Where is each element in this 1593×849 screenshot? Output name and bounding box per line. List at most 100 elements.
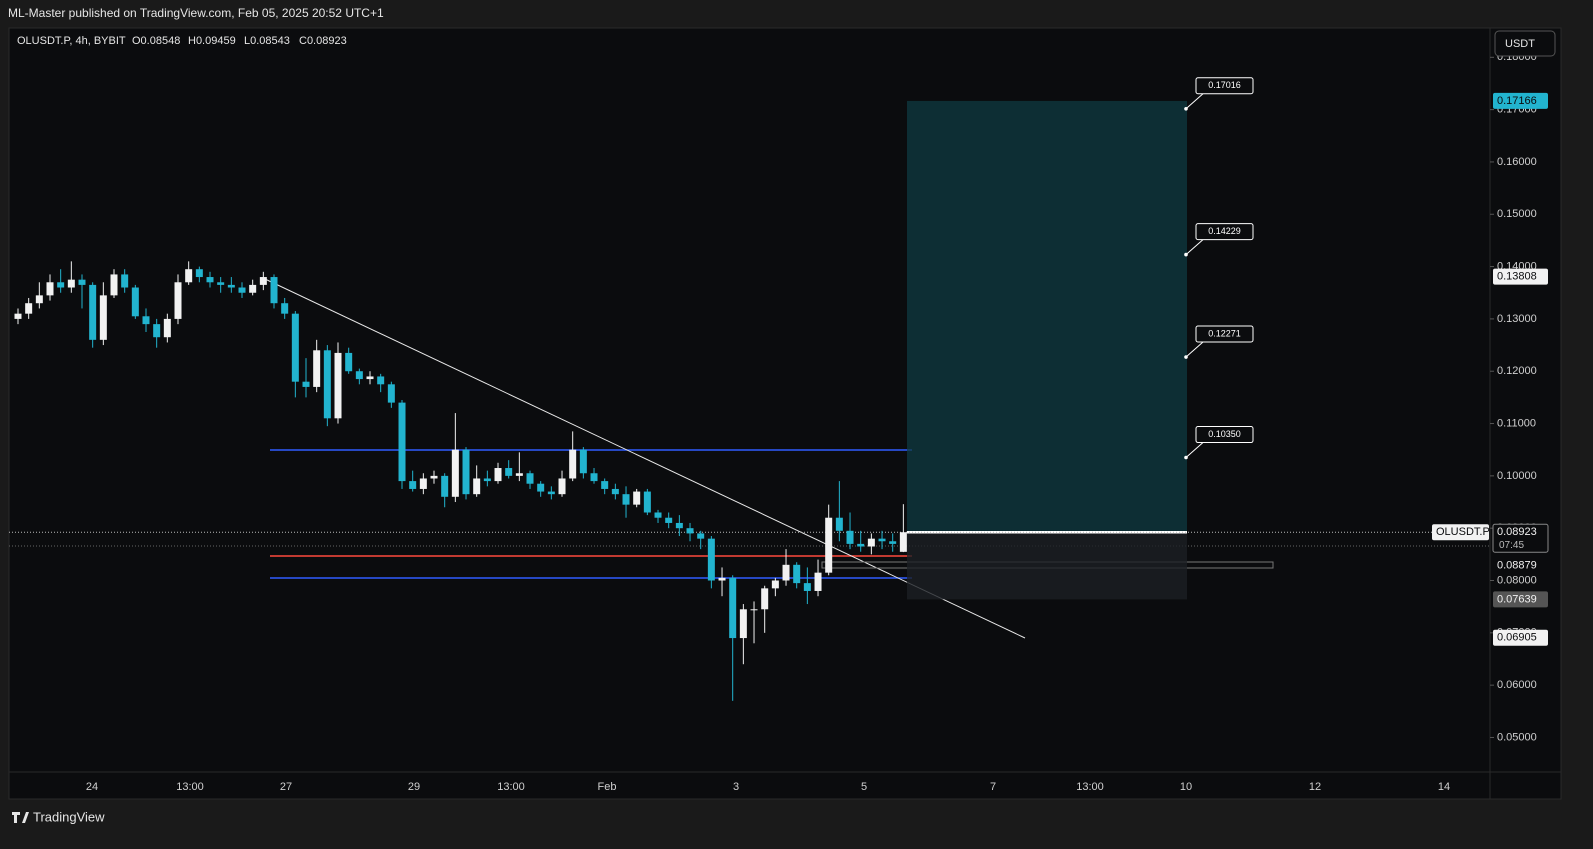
candle-body [345, 352, 353, 372]
candle-body [729, 577, 737, 639]
target-label: 0.10350 [1208, 429, 1241, 439]
target-label-box [1195, 426, 1254, 444]
candle-body [270, 277, 278, 304]
candle-body [451, 449, 459, 497]
candle-body [78, 279, 86, 285]
target-callout [1185, 239, 1204, 255]
candle-body [771, 580, 779, 589]
legend-close: C0.08923 [299, 35, 347, 47]
candle-body [515, 473, 523, 476]
candle-body [153, 324, 161, 338]
candle-body [558, 478, 566, 495]
x-tick-label: 10 [1180, 781, 1192, 793]
candle-body [323, 350, 331, 419]
candle-body [174, 282, 182, 319]
price-marker-label: 0.07639 [1497, 593, 1537, 605]
price-marker-label: 0.17166 [1497, 95, 1537, 107]
price-marker-box [1493, 591, 1548, 608]
candle-body [825, 517, 833, 573]
candle-body [622, 494, 630, 505]
target-label: 0.12271 [1208, 328, 1241, 338]
legend-low: L0.08543 [244, 35, 290, 47]
candle-body [291, 313, 299, 382]
candle-body [217, 282, 225, 285]
candle-body [163, 318, 171, 338]
y-tick-label: 0.13000 [1497, 313, 1537, 325]
candle-body [654, 512, 662, 518]
candle-body [707, 538, 715, 581]
y-tick-label: 0.15000 [1497, 208, 1537, 220]
candle-body [686, 528, 694, 534]
candle-body [601, 481, 609, 489]
y-tick-label: 0.08000 [1497, 574, 1537, 586]
candle-body [57, 282, 65, 288]
currency-button [1494, 30, 1556, 57]
last-price-symbol-box [1432, 524, 1489, 541]
currency-label: USDT [1505, 38, 1535, 50]
tv-logo: TradingView [12, 809, 105, 824]
x-tick-label: 3 [733, 781, 739, 793]
candle-body [302, 381, 310, 387]
candle-body [526, 473, 534, 484]
x-tick-label: 13:00 [176, 781, 204, 793]
candle-body [782, 564, 790, 581]
last-price-symbol: OLUSDT.P [1436, 526, 1490, 538]
x-tick-label: 14 [1438, 781, 1450, 793]
x-tick-label: 29 [408, 781, 420, 793]
legend-symbol: OLUSDT.P, 4h, BYBIT [17, 35, 126, 47]
candle-body [334, 352, 342, 419]
candle-body [195, 269, 203, 278]
candle-body [718, 577, 726, 581]
candle-body [761, 588, 769, 610]
candle-body [867, 538, 875, 547]
candle-body [366, 376, 374, 380]
x-tick-label: 27 [280, 781, 292, 793]
candle-body [857, 543, 865, 547]
price-marker-box [1493, 629, 1548, 646]
candle-body [121, 274, 129, 288]
price-marker-label: 0.13808 [1497, 271, 1537, 283]
candle-body [14, 313, 22, 319]
y-tick-label: 0.06000 [1497, 679, 1537, 691]
candle-body [206, 277, 214, 283]
candle-body [409, 481, 417, 489]
candle-body [142, 316, 150, 325]
candle-body [814, 572, 822, 591]
logo-mark [12, 812, 29, 823]
y-tick-label: 0.16000 [1497, 156, 1537, 168]
candle-body [590, 473, 598, 482]
candle-body [547, 491, 555, 495]
last-price-box [1492, 523, 1549, 553]
candle-body [46, 282, 54, 296]
candle-body [377, 376, 385, 385]
candle-body [505, 468, 513, 476]
price-marker-box [1493, 92, 1548, 109]
candle-body [750, 609, 758, 611]
candle-body [131, 287, 139, 317]
price-marker-label: 0.06905 [1497, 632, 1537, 644]
candle-body [398, 402, 406, 482]
target-callout [1185, 442, 1204, 458]
y-tick-label: 0.05000 [1497, 731, 1537, 743]
price-marker-label: 0.08879 [1497, 559, 1537, 571]
x-tick-label: 13:00 [497, 781, 525, 793]
candle-body [430, 475, 438, 479]
candle-body [611, 488, 619, 495]
price-marker-box [1493, 268, 1548, 285]
target-callout [1185, 341, 1204, 358]
x-tick-label: 13:00 [1076, 781, 1104, 793]
target-label-box [1195, 77, 1254, 95]
candle-body [569, 449, 577, 479]
y-tick-label: 0.10000 [1497, 470, 1537, 482]
candle-body [579, 449, 587, 474]
target-callout [1185, 93, 1204, 110]
publisher-line: ML-Master published on TradingView.com, … [8, 6, 384, 20]
chart-panel [8, 27, 1562, 800]
legend-open: O0.08548 [132, 35, 180, 47]
trend-line [264, 278, 1026, 639]
candle-body [281, 303, 289, 314]
candle-body [494, 468, 502, 482]
candle-body [803, 583, 811, 591]
candle-body [633, 491, 641, 505]
